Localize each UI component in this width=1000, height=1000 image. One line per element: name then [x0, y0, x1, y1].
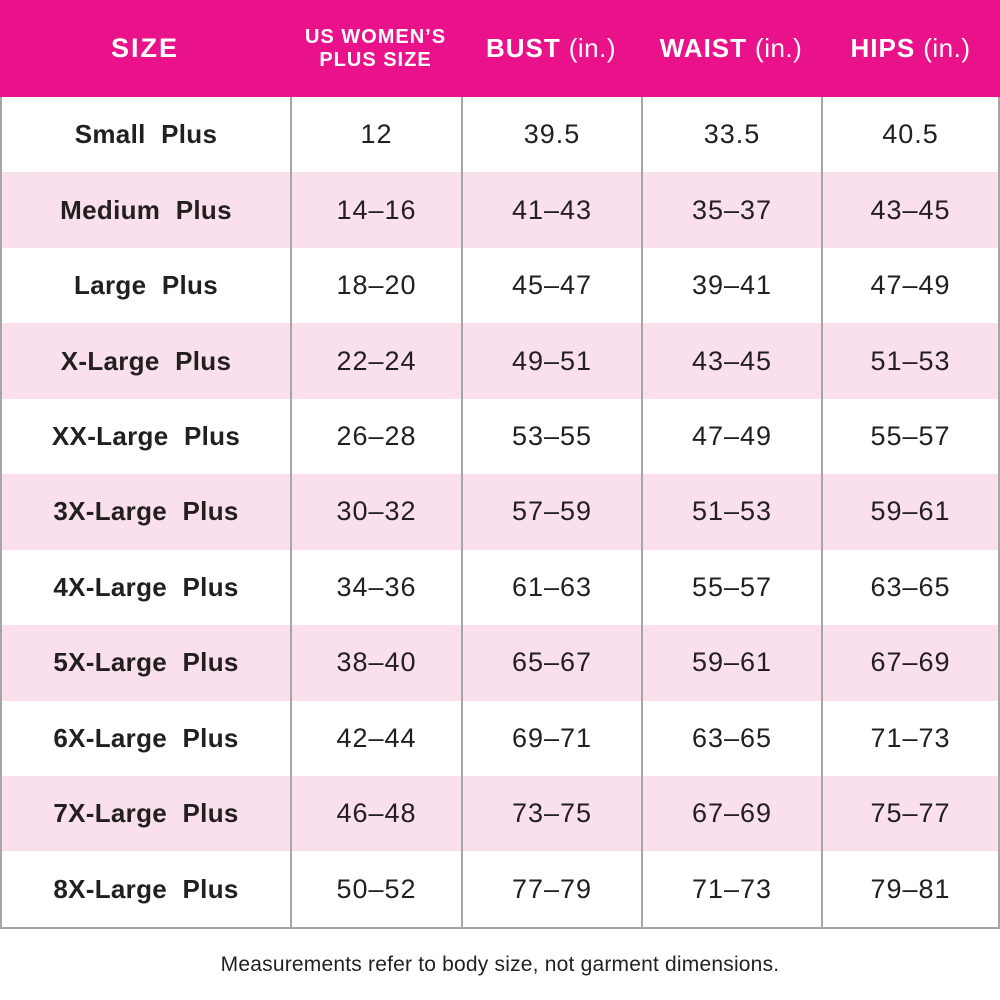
bust-unit-label: (in.) — [568, 33, 617, 63]
hips-cell: 63–65 — [821, 549, 998, 626]
table-row: Large Plus 18–20 45–47 39–41 47–49 — [2, 247, 998, 324]
bust-cell: 49–51 — [461, 323, 641, 399]
header-cell-waist: WAIST (in.) — [641, 33, 821, 64]
us-plus-size-cell: 42–44 — [290, 700, 461, 776]
size-cell: 7X-Large Plus — [53, 798, 239, 829]
bust-cell: 61–63 — [461, 549, 641, 626]
table-row: 8X-Large Plus 50–52 77–79 71–73 79–81 — [2, 851, 998, 927]
size-cell: Large Plus — [74, 270, 218, 301]
us-plus-size-cell: 34–36 — [290, 549, 461, 626]
us-plus-size-cell: 18–20 — [290, 247, 461, 324]
us-plus-size-cell: 14–16 — [290, 172, 461, 248]
waist-cell: 55–57 — [641, 549, 821, 626]
table-row: X-Large Plus 22–24 49–51 43–45 51–53 — [2, 323, 998, 399]
us-plus-size-cell: 30–32 — [290, 474, 461, 550]
us-plus-size-cell: 26–28 — [290, 398, 461, 475]
waist-cell: 33.5 — [641, 97, 821, 173]
size-cell: XX-Large Plus — [51, 420, 241, 451]
table-row: 6X-Large Plus 42–44 69–71 63–65 71–73 — [2, 700, 998, 776]
us-plus-size-cell: 12 — [290, 97, 461, 173]
header-cell-bust: BUST (in.) — [461, 33, 641, 64]
hips-cell: 55–57 — [821, 398, 998, 475]
size-cell: 4X-Large Plus — [53, 571, 239, 602]
hips-cell: 75–77 — [821, 775, 998, 852]
header-cell-size: SIZE — [110, 33, 179, 63]
waist-cell: 63–65 — [641, 700, 821, 776]
waist-cell: 59–61 — [641, 625, 821, 701]
table-header-row: SIZE US WOMEN’S PLUS SIZE BUST (in.) WAI… — [0, 0, 1000, 97]
us-plus-size-label-line1: US WOMEN’S — [304, 25, 447, 48]
bust-label: BUST — [485, 33, 561, 63]
table-body: Small Plus 12 39.5 33.5 40.5 Medium Plus… — [0, 97, 1000, 929]
table-row: Small Plus 12 39.5 33.5 40.5 — [2, 97, 998, 173]
waist-cell: 51–53 — [641, 474, 821, 550]
size-cell: X-Large Plus — [60, 345, 232, 376]
us-plus-size-cell: 46–48 — [290, 775, 461, 852]
size-cell: 6X-Large Plus — [53, 722, 239, 753]
bust-cell: 69–71 — [461, 700, 641, 776]
header-cell-us-plus-size: US WOMEN’S PLUS SIZE — [290, 26, 461, 72]
bust-cell: 41–43 — [461, 172, 641, 248]
bust-cell: 65–67 — [461, 625, 641, 701]
waist-cell: 35–37 — [641, 172, 821, 248]
header-cell-hips: HIPS (in.) — [821, 33, 1000, 64]
table-row: 7X-Large Plus 46–48 73–75 67–69 75–77 — [2, 775, 998, 852]
bust-cell: 39.5 — [461, 97, 641, 173]
hips-cell: 79–81 — [821, 851, 998, 927]
us-plus-size-label-line2: PLUS SIZE — [319, 48, 432, 71]
size-cell: 5X-Large Plus — [53, 647, 239, 678]
hips-cell: 59–61 — [821, 474, 998, 550]
hips-cell: 51–53 — [821, 323, 998, 399]
bust-cell: 45–47 — [461, 247, 641, 324]
waist-cell: 67–69 — [641, 775, 821, 852]
size-cell: Small Plus — [74, 119, 218, 150]
bust-cell: 73–75 — [461, 775, 641, 852]
table-row: 3X-Large Plus 30–32 57–59 51–53 59–61 — [2, 474, 998, 550]
size-cell: Medium Plus — [60, 194, 232, 225]
table-row: XX-Large Plus 26–28 53–55 47–49 55–57 — [2, 398, 998, 475]
waist-label: WAIST — [659, 33, 748, 63]
size-cell: 3X-Large Plus — [53, 496, 239, 527]
us-plus-size-cell: 22–24 — [290, 323, 461, 399]
table-row: Medium Plus 14–16 41–43 35–37 43–45 — [2, 172, 998, 248]
waist-cell: 71–73 — [641, 851, 821, 927]
footnote: Measurements refer to body size, not gar… — [0, 929, 1000, 1000]
waist-cell: 39–41 — [641, 247, 821, 324]
hips-cell: 47–49 — [821, 247, 998, 324]
hips-cell: 71–73 — [821, 700, 998, 776]
hips-label: HIPS — [850, 33, 916, 63]
us-plus-size-cell: 50–52 — [290, 851, 461, 927]
waist-unit-label: (in.) — [755, 33, 803, 63]
hips-cell: 43–45 — [821, 172, 998, 248]
table-row: 5X-Large Plus 38–40 65–67 59–61 67–69 — [2, 625, 998, 701]
bust-cell: 77–79 — [461, 851, 641, 927]
bust-cell: 53–55 — [461, 398, 641, 475]
us-plus-size-cell: 38–40 — [290, 625, 461, 701]
table-row: 4X-Large Plus 34–36 61–63 55–57 63–65 — [2, 549, 998, 626]
hips-cell: 40.5 — [821, 97, 998, 173]
hips-unit-label: (in.) — [923, 33, 971, 63]
bust-cell: 57–59 — [461, 474, 641, 550]
hips-cell: 67–69 — [821, 625, 998, 701]
waist-cell: 43–45 — [641, 323, 821, 399]
waist-cell: 47–49 — [641, 398, 821, 475]
size-cell: 8X-Large Plus — [53, 873, 239, 904]
